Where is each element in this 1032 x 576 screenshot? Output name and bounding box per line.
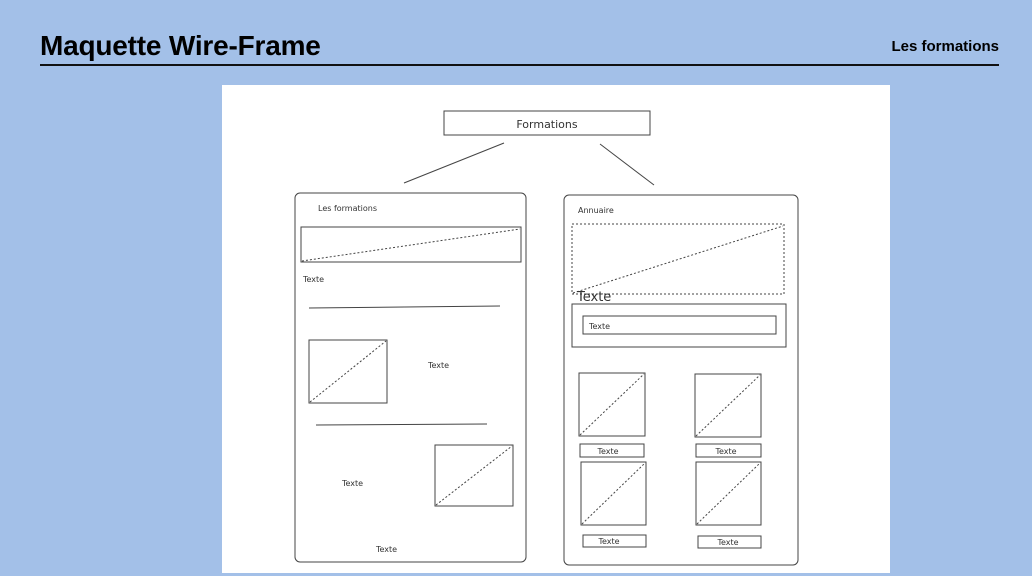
- connector-left: [403, 142, 505, 184]
- card-caption-1: Texte: [596, 447, 618, 456]
- left-image-diagonal-2: [435, 445, 513, 506]
- card-caption-box-4: [697, 535, 762, 549]
- left-text-3: Texte: [341, 479, 363, 488]
- left-text-4: Texte: [375, 545, 397, 554]
- left-banner-diagonal: [301, 228, 521, 262]
- card-image-2: [694, 373, 762, 438]
- card-caption-2: Texte: [714, 447, 736, 456]
- page-title: Maquette Wire-Frame: [40, 30, 321, 61]
- card-caption-box-3: [582, 534, 647, 548]
- right-panel: [563, 194, 799, 566]
- right-search-input: [582, 315, 777, 335]
- left-text-1: Texte: [302, 275, 324, 284]
- root-box: [443, 110, 651, 136]
- page-header: Maquette Wire-Frame Les formations: [40, 28, 999, 66]
- right-search-box: [571, 303, 787, 348]
- card-caption-box-2: [695, 443, 762, 458]
- left-panel: [294, 192, 527, 563]
- wireframe-image: Formations Les formations Texte Texte Te…: [222, 85, 890, 573]
- connector-right: [599, 143, 655, 186]
- left-separator-2: [315, 423, 488, 426]
- right-input-text: Texte: [588, 322, 610, 331]
- left-separator-1: [308, 305, 501, 309]
- left-text-2: Texte: [427, 361, 449, 370]
- left-image-placeholder-2: [434, 444, 514, 507]
- left-banner-placeholder: [300, 226, 522, 263]
- right-panel-title: Annuaire: [578, 206, 614, 215]
- card-image-4: [695, 461, 762, 526]
- right-big-text: Texte: [576, 290, 611, 305]
- left-image-placeholder-1: [308, 339, 388, 404]
- right-banner-placeholder: [571, 223, 785, 295]
- wireframe-drawing: Formations Les formations Texte Texte Te…: [294, 110, 799, 566]
- nav-link-formations[interactable]: Les formations: [891, 38, 999, 55]
- card-image-3: [580, 461, 647, 526]
- left-image-diagonal-1: [309, 340, 387, 403]
- card-caption-4: Texte: [716, 538, 738, 547]
- root-label: Formations: [516, 118, 578, 131]
- right-banner-diagonal: [572, 225, 784, 294]
- left-panel-title: Les formations: [318, 204, 377, 213]
- card-image-1: [578, 372, 646, 437]
- card-caption-3: Texte: [597, 537, 619, 546]
- card-caption-box-1: [579, 443, 645, 458]
